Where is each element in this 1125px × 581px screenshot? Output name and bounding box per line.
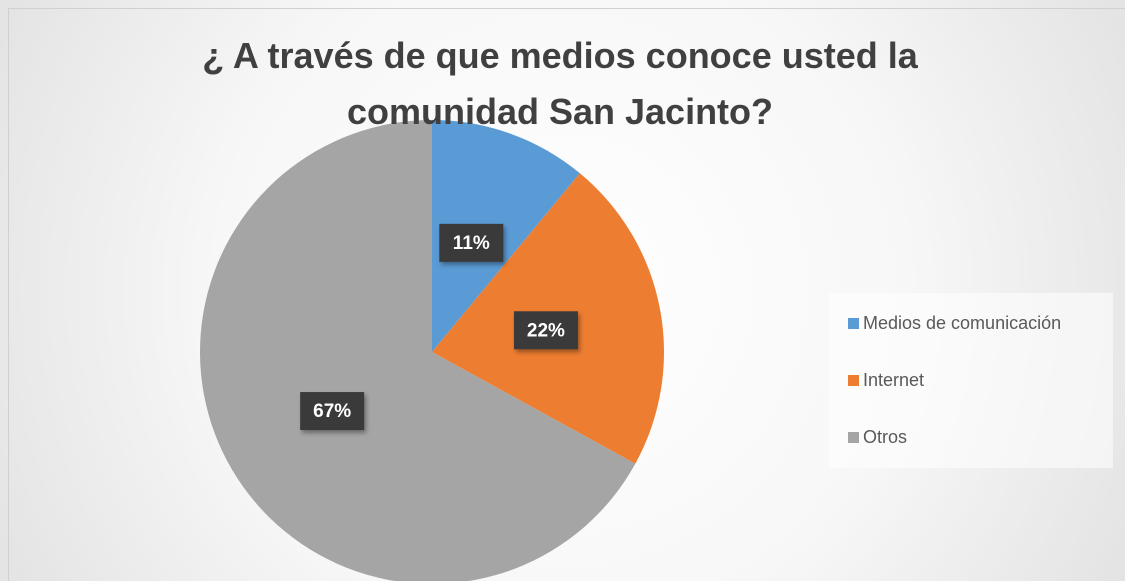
data-label-box: [513, 311, 578, 350]
pie-slice: [432, 120, 580, 352]
legend-box: [829, 293, 1113, 468]
legend-swatch: [848, 432, 859, 443]
data-label: 67%: [313, 401, 351, 422]
chart-border: [8, 8, 1125, 581]
legend-label: Internet: [863, 370, 924, 390]
data-label: 11%: [453, 233, 490, 254]
data-label: 22%: [527, 320, 565, 341]
legend-label: Medios de comunicación: [863, 313, 1061, 333]
chart-title: ¿ A través de que medios conoce usted la…: [202, 35, 918, 132]
data-label-box: [439, 223, 504, 262]
legend-swatch: [848, 318, 859, 329]
data-label-box: [300, 392, 365, 431]
legend-swatch: [848, 375, 859, 386]
pie-slice: [200, 120, 636, 581]
legend-label: Otros: [863, 427, 907, 447]
